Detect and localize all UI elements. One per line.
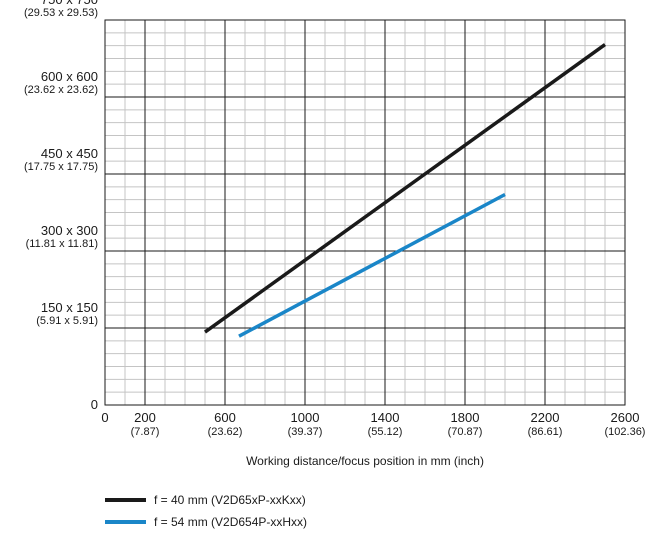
y-tick-label: 600 x 600 — [41, 69, 98, 84]
y-tick-sublabel: (23.62 x 23.62) — [24, 84, 98, 96]
series-lines — [203, 43, 607, 338]
y-tick-label: 300 x 300 — [41, 223, 98, 238]
x-tick-label: 600 — [214, 410, 236, 425]
x-tick-sublabel: (86.61) — [528, 426, 563, 438]
legend: f = 40 mm (V2D65xP-xxKxx) f = 54 mm (V2D… — [105, 493, 307, 529]
x-axis-label: Working distance/focus position in mm (i… — [246, 454, 484, 468]
y-tick-label: 150 x 150 — [41, 300, 98, 315]
legend-label-f40: f = 40 mm (V2D65xP-xxKxx) — [154, 493, 306, 507]
x-axis-ticks: 0 200(7.87) 600(23.62) 1000(39.37) 1400(55.1… — [101, 410, 645, 438]
y-tick-label: 0 — [91, 397, 98, 412]
y-tick-sublabel: (17.75 x 17.75) — [24, 161, 98, 173]
x-tick-label: 200 — [134, 410, 156, 425]
x-tick-sublabel: (23.62) — [208, 426, 243, 438]
grid-minor — [105, 20, 625, 405]
x-tick-sublabel: (55.12) — [368, 426, 403, 438]
y-axis-ticks: 0 150 x 150(5.91 x 5.91) 300 x 300(11.81 x… — [24, 0, 98, 412]
series-line-0 — [203, 43, 607, 334]
x-tick-label: 0 — [101, 410, 108, 425]
x-tick-label: 2600 — [611, 410, 640, 425]
y-tick-sublabel: (5.91 x 5.91) — [36, 315, 98, 327]
grid-major — [105, 20, 625, 405]
x-tick-label: 1400 — [371, 410, 400, 425]
x-tick-sublabel: (7.87) — [131, 426, 160, 438]
y-tick-sublabel: (11.81 x 11.81) — [26, 238, 98, 250]
x-tick-sublabel: (39.37) — [288, 426, 323, 438]
y-tick-sublabel: (29.53 x 29.53) — [24, 7, 98, 19]
legend-label-f54: f = 54 mm (V2D654P-xxHxx) — [154, 515, 307, 529]
x-tick-label: 2200 — [531, 410, 560, 425]
x-tick-sublabel: (70.87) — [448, 426, 483, 438]
series-line-1 — [238, 192, 506, 338]
x-tick-label: 1000 — [291, 410, 320, 425]
plot-frame — [104, 19, 626, 406]
x-tick-sublabel: (102.36) — [605, 426, 646, 438]
y-tick-label: 750 x 750 — [41, 0, 98, 7]
y-tick-label: 450 x 450 — [41, 146, 98, 161]
x-tick-label: 1800 — [451, 410, 480, 425]
